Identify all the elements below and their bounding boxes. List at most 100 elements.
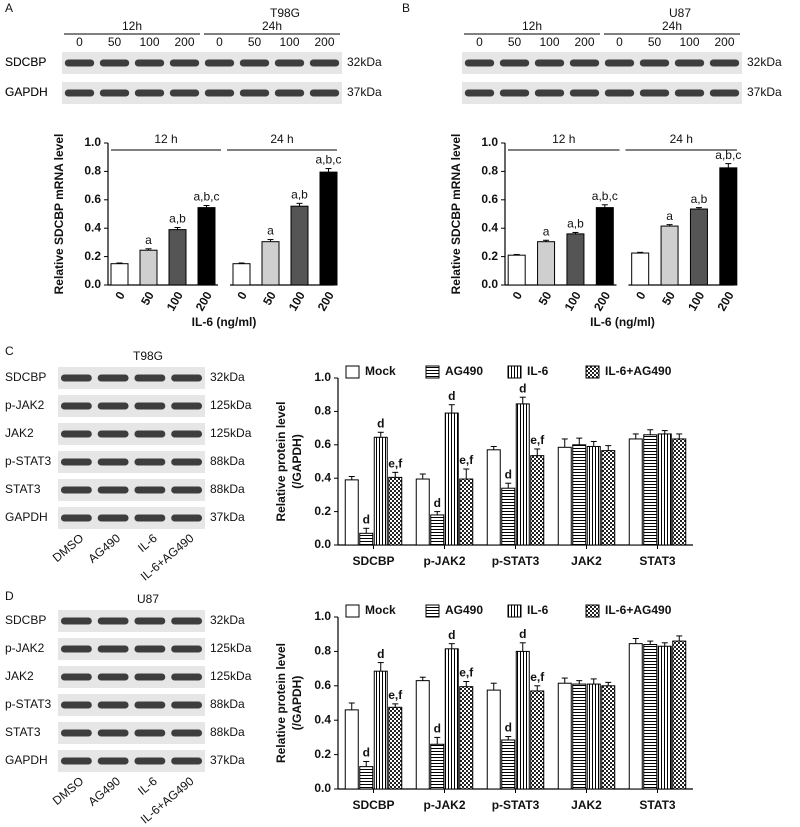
y-tick-label: 0.8 <box>481 164 498 178</box>
bar-annotation: a <box>145 233 152 247</box>
blot-strip <box>462 52 742 74</box>
bar-annotation: e,f <box>388 457 403 471</box>
blot-strip <box>58 638 205 660</box>
blot-title: U87 <box>137 592 159 606</box>
bar-annotation: a,b,c <box>315 153 341 167</box>
row-size: 88kDa <box>210 725 245 739</box>
legend-label: IL-6 <box>527 603 549 617</box>
panel-letter: B <box>402 1 410 15</box>
blot-strip <box>58 750 205 772</box>
legend-swatch <box>425 365 440 379</box>
row-label: GAPDH <box>5 85 48 99</box>
lane-label: 0 <box>216 35 223 49</box>
x-tick-label: 200 <box>193 289 215 314</box>
bar-annotation: d <box>377 416 384 430</box>
bar-annotation: a,b <box>691 192 708 206</box>
blot-band <box>60 374 92 382</box>
bar <box>566 233 585 286</box>
blot-band <box>171 514 203 522</box>
y-tick-label: 1.0 <box>314 370 331 384</box>
blot-band <box>134 458 166 466</box>
blot-band <box>97 673 129 681</box>
legend-swatch <box>425 604 440 618</box>
bar-annotation: a <box>666 209 673 223</box>
blot-band <box>60 514 92 522</box>
bar <box>373 436 388 546</box>
bar <box>197 207 216 286</box>
blot-band <box>171 645 203 653</box>
y-tick-label: 0.2 <box>314 747 331 761</box>
bar-annotation: d <box>363 746 370 760</box>
x-tick-label: p-STAT3 <box>492 798 540 812</box>
bar <box>168 229 187 286</box>
blot-band <box>134 430 166 438</box>
bar <box>689 208 708 286</box>
blot-band <box>499 59 530 67</box>
bar-annotation: d <box>448 628 455 642</box>
x-tick-label: p-STAT3 <box>492 554 540 568</box>
time-label: 24h <box>662 19 682 33</box>
blot-strip <box>58 479 205 501</box>
bar <box>459 478 474 546</box>
x-tick-label: p-JAK2 <box>423 554 465 568</box>
bar <box>430 743 445 790</box>
x-tick-label: 0 <box>510 289 526 302</box>
blot-band <box>99 89 130 97</box>
x-tick-label: JAK2 <box>571 798 602 812</box>
y-tick-label: 0.0 <box>314 537 331 551</box>
bar <box>672 438 687 546</box>
blot-band <box>569 59 600 67</box>
bar <box>643 644 658 790</box>
row-size: 32kDa <box>210 370 245 384</box>
row-size: 125kDa <box>210 398 252 412</box>
blot-band <box>171 402 203 410</box>
bar-annotation: d <box>363 512 370 526</box>
x-tick-label: SDCBP <box>352 554 394 568</box>
row-label: SDCBP <box>5 55 46 69</box>
blot-band <box>604 89 635 97</box>
y-tick-label: 0.6 <box>84 192 101 206</box>
bar-annotation: a <box>267 224 274 238</box>
time-label: 24h <box>262 19 282 33</box>
y-tick-label: 0.4 <box>481 220 498 234</box>
bar <box>359 532 374 546</box>
bar <box>501 487 516 546</box>
group-label: 24 h <box>670 132 693 146</box>
legend-swatch <box>507 604 522 618</box>
x-tick-label: SDCBP <box>352 798 394 812</box>
blot-band <box>60 701 92 709</box>
bar-annotation: e,f <box>530 670 545 684</box>
bar <box>415 680 430 790</box>
legend-label: IL-6 <box>527 364 549 378</box>
blot-strip <box>58 694 205 716</box>
row-size: 88kDa <box>210 454 245 468</box>
bar <box>628 438 643 546</box>
lane-label: 200 <box>314 35 334 49</box>
lane-label: 50 <box>108 35 122 49</box>
x-tick-label: 200 <box>591 289 613 314</box>
blot-band <box>97 430 129 438</box>
y-tick-label: 0.0 <box>481 277 498 291</box>
bar <box>232 263 251 286</box>
y-tick-label: 1.0 <box>84 135 101 149</box>
x-tick-label: 0 <box>234 289 250 302</box>
bar <box>530 690 545 790</box>
blot-band <box>64 59 95 67</box>
bar <box>486 689 501 790</box>
row-label: JAK2 <box>5 669 34 683</box>
blot-strip <box>58 666 205 688</box>
panel-letter: D <box>5 589 14 603</box>
blot-strip <box>58 423 205 445</box>
x-tick-label: 100 <box>685 289 707 314</box>
blot-band <box>134 59 165 67</box>
bar <box>373 670 388 790</box>
bar <box>537 241 556 286</box>
legend-swatch <box>507 365 522 379</box>
legend-swatch <box>585 365 600 379</box>
row-label: GAPDH <box>5 753 48 767</box>
blot-band <box>171 458 203 466</box>
bar <box>719 167 738 286</box>
blot-band <box>464 89 495 97</box>
blot-band <box>274 59 305 67</box>
